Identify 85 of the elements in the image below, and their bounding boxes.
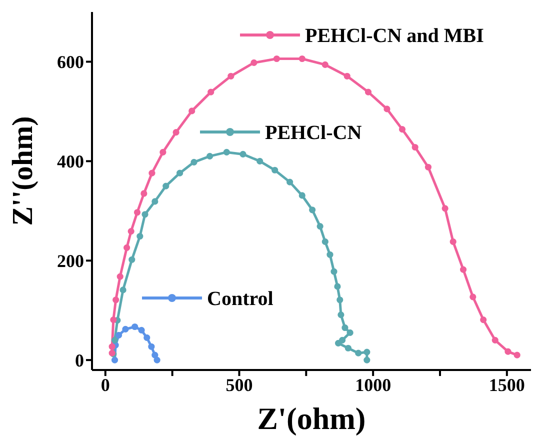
point	[115, 332, 122, 338]
point	[384, 106, 390, 112]
point	[206, 152, 214, 160]
point	[364, 88, 372, 96]
point	[334, 283, 341, 290]
x-tick-label: 500	[226, 374, 253, 395]
point	[122, 326, 129, 333]
point	[344, 72, 350, 80]
point	[316, 223, 324, 230]
point	[108, 343, 116, 350]
point	[272, 166, 278, 174]
point	[111, 356, 118, 364]
point	[298, 55, 306, 62]
point	[111, 336, 118, 344]
point	[309, 206, 316, 214]
point	[188, 108, 196, 114]
point	[346, 329, 354, 336]
point	[148, 170, 156, 176]
point	[322, 238, 328, 246]
y-tick-label: 0	[75, 350, 84, 370]
point	[398, 126, 406, 133]
point	[492, 336, 498, 344]
point	[460, 266, 467, 273]
x-tick-label: 0	[100, 374, 110, 395]
point	[286, 178, 294, 186]
legend-label: PEHCl-CN and MBI	[305, 25, 484, 47]
point	[120, 286, 126, 294]
y-tick-label: 200	[57, 251, 84, 271]
point	[442, 205, 448, 212]
y-tick-label: 400	[57, 152, 84, 172]
x-tick-label: 1500	[488, 374, 525, 395]
point	[326, 251, 334, 258]
point	[334, 340, 342, 346]
point	[514, 352, 520, 358]
point	[364, 356, 370, 364]
point	[355, 350, 362, 356]
point	[223, 148, 230, 156]
point	[110, 316, 117, 324]
point	[176, 170, 184, 176]
point	[338, 312, 344, 318]
point	[298, 192, 306, 199]
point	[330, 268, 338, 275]
point	[124, 244, 130, 251]
x-tick-label: 1000	[355, 374, 392, 395]
point	[250, 59, 258, 66]
point	[364, 348, 370, 356]
point	[128, 228, 134, 235]
point	[142, 211, 148, 218]
point	[412, 144, 418, 151]
point	[154, 356, 160, 364]
point	[336, 296, 344, 304]
point	[322, 61, 328, 68]
point	[112, 296, 120, 304]
point	[240, 150, 246, 158]
x-axis-title: Z'(ohm)	[257, 401, 366, 436]
point	[128, 256, 136, 263]
point	[138, 326, 145, 334]
point	[480, 316, 487, 324]
legend-label: PEHCl-CN	[265, 122, 362, 144]
point	[228, 72, 234, 80]
y-tick-label: 600	[57, 52, 84, 72]
point	[273, 55, 280, 62]
point	[256, 158, 264, 164]
point	[132, 323, 138, 330]
point	[140, 190, 148, 197]
point	[344, 344, 352, 352]
point	[470, 294, 476, 300]
point	[116, 273, 124, 280]
legend-label: Control	[207, 288, 274, 310]
point	[152, 198, 158, 205]
point	[208, 88, 214, 96]
point	[160, 148, 166, 156]
point	[450, 238, 456, 246]
y-axis-title: Z''(ohm)	[7, 116, 39, 226]
point	[342, 324, 348, 332]
point	[172, 129, 180, 136]
point	[144, 334, 150, 341]
point	[152, 352, 158, 358]
point	[148, 343, 155, 350]
point	[162, 182, 170, 190]
point	[190, 158, 198, 166]
point	[134, 209, 141, 216]
point	[504, 348, 512, 355]
point	[424, 164, 432, 170]
point	[136, 232, 144, 240]
